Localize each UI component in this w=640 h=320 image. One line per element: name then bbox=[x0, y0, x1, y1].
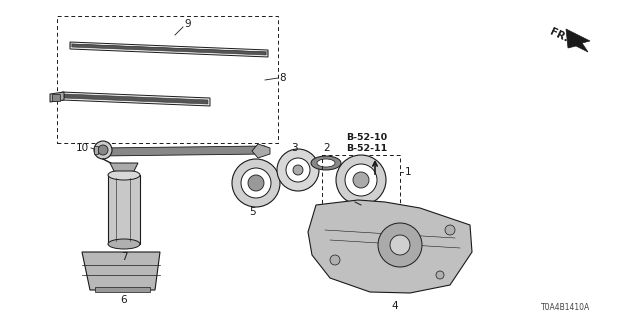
Circle shape bbox=[445, 225, 455, 235]
Polygon shape bbox=[110, 163, 138, 171]
Ellipse shape bbox=[286, 158, 310, 182]
Text: T0A4B1410A: T0A4B1410A bbox=[541, 303, 590, 312]
Text: 8: 8 bbox=[280, 73, 286, 83]
Bar bbox=[95, 287, 150, 292]
Text: B-52-11: B-52-11 bbox=[346, 143, 387, 153]
Text: B-52-10: B-52-10 bbox=[346, 132, 387, 141]
Polygon shape bbox=[72, 44, 266, 55]
Polygon shape bbox=[82, 252, 160, 290]
Ellipse shape bbox=[317, 159, 335, 167]
Circle shape bbox=[378, 223, 422, 267]
Text: 5: 5 bbox=[250, 207, 256, 217]
Ellipse shape bbox=[311, 156, 341, 170]
Text: 10: 10 bbox=[76, 143, 88, 153]
Text: 3: 3 bbox=[291, 143, 298, 153]
Bar bbox=[52, 94, 60, 101]
Polygon shape bbox=[64, 94, 208, 104]
Circle shape bbox=[94, 141, 112, 159]
Polygon shape bbox=[62, 92, 210, 106]
Circle shape bbox=[390, 235, 410, 255]
Text: 6: 6 bbox=[121, 295, 127, 305]
Ellipse shape bbox=[248, 175, 264, 191]
Text: 9: 9 bbox=[185, 19, 191, 29]
Polygon shape bbox=[308, 200, 472, 293]
Ellipse shape bbox=[108, 170, 140, 180]
Bar bbox=[322, 155, 400, 220]
Ellipse shape bbox=[336, 155, 386, 205]
Text: 1: 1 bbox=[404, 167, 412, 177]
Ellipse shape bbox=[293, 165, 303, 175]
Circle shape bbox=[436, 271, 444, 279]
Ellipse shape bbox=[108, 239, 140, 249]
Polygon shape bbox=[70, 42, 268, 57]
Text: 7: 7 bbox=[121, 252, 127, 262]
Ellipse shape bbox=[241, 168, 271, 198]
Circle shape bbox=[330, 255, 340, 265]
Polygon shape bbox=[252, 144, 270, 158]
Circle shape bbox=[98, 145, 108, 155]
Polygon shape bbox=[50, 92, 64, 102]
Text: 4: 4 bbox=[392, 301, 398, 311]
Polygon shape bbox=[100, 146, 265, 156]
Text: FR.: FR. bbox=[548, 26, 570, 44]
Polygon shape bbox=[566, 29, 590, 52]
Ellipse shape bbox=[353, 172, 369, 188]
Bar bbox=[108, 175, 140, 244]
Bar bbox=[94, 146, 98, 154]
Text: 2: 2 bbox=[324, 143, 330, 153]
Ellipse shape bbox=[277, 149, 319, 191]
Bar bbox=[57, 16, 278, 143]
Ellipse shape bbox=[232, 159, 280, 207]
Ellipse shape bbox=[345, 164, 377, 196]
